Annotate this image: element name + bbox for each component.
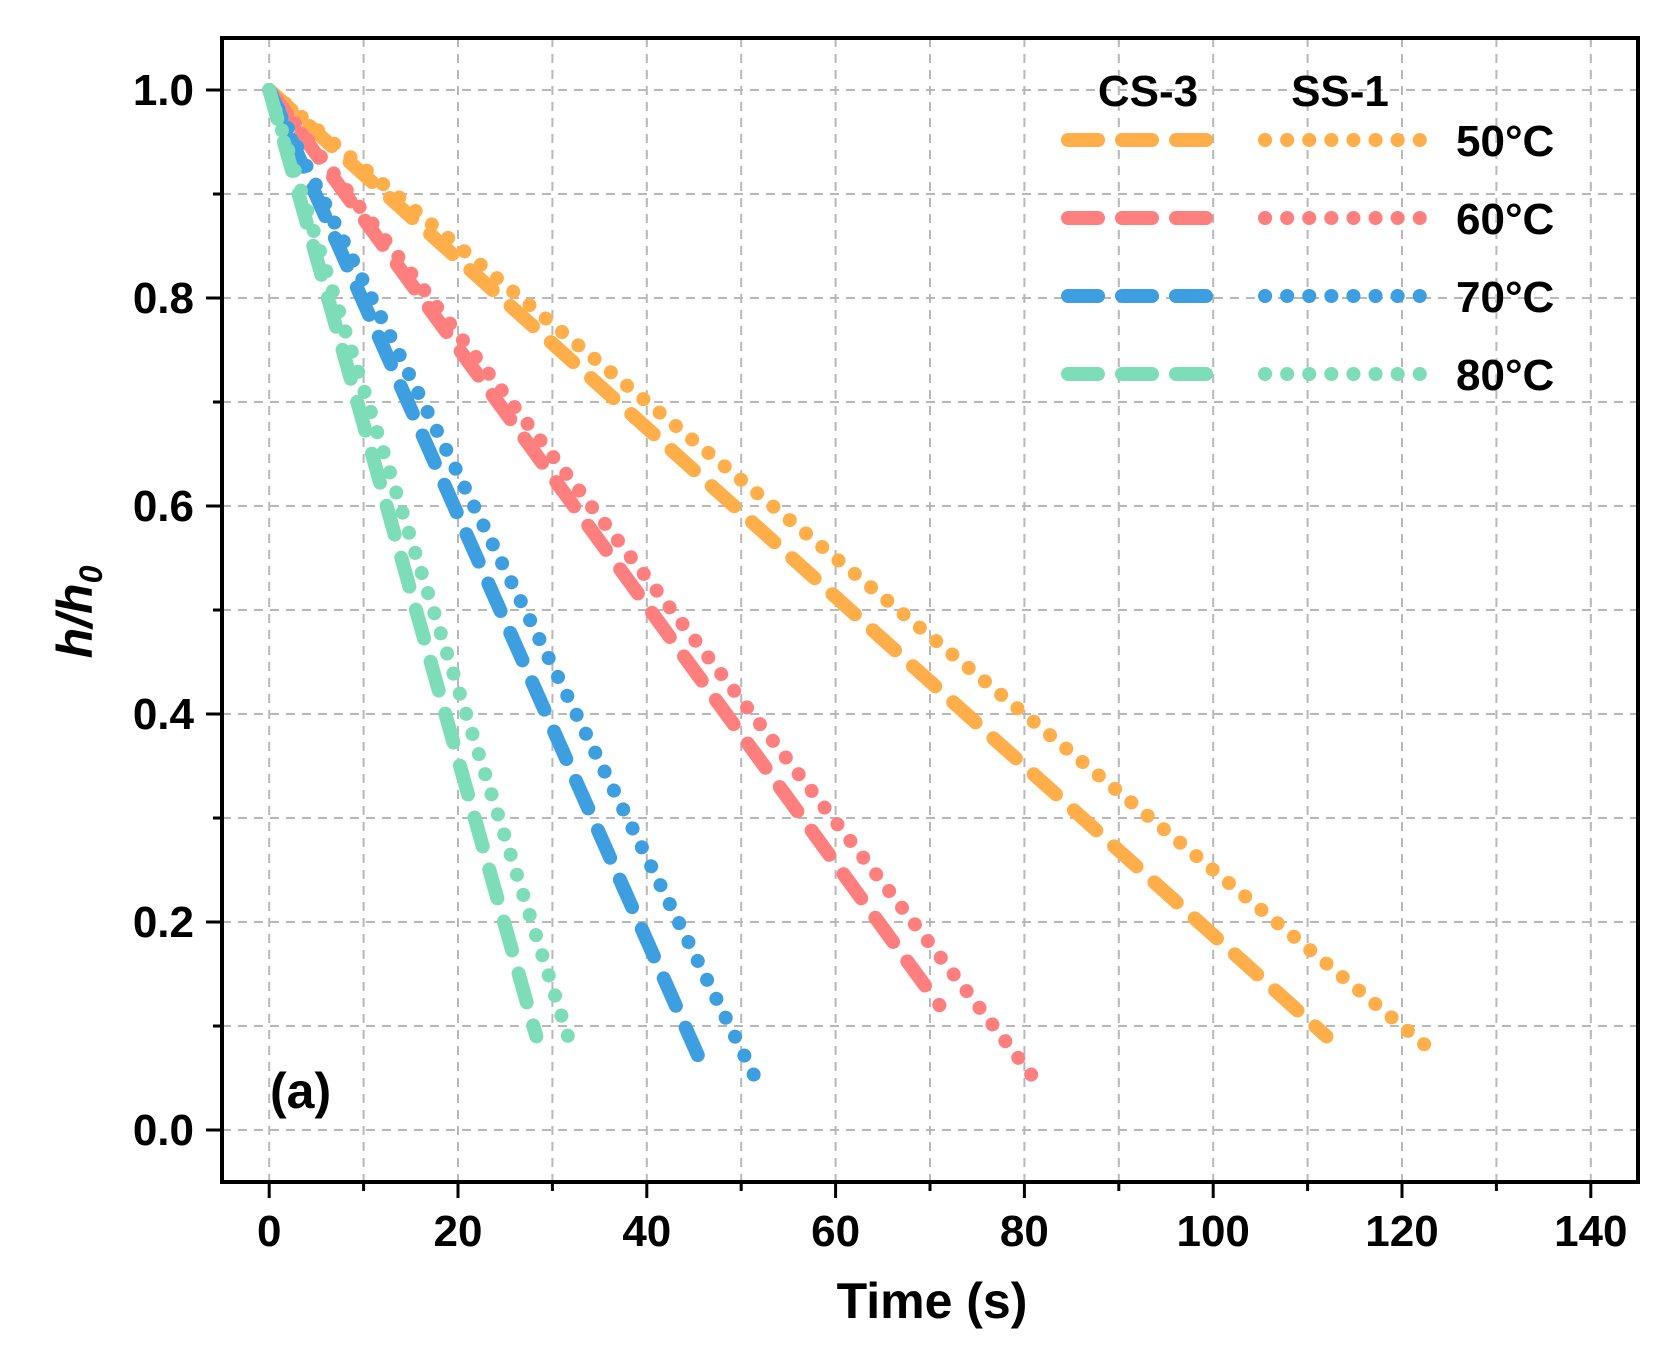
x-tick-label: 20 <box>434 1207 483 1256</box>
legend-label: 60°C <box>1456 195 1554 244</box>
series-line <box>262 83 1334 1044</box>
y-tick-label: 0.0 <box>133 1106 194 1155</box>
x-tick-label: 0 <box>257 1207 281 1256</box>
x-tick-label: 40 <box>622 1207 671 1256</box>
x-tick-label: 80 <box>1000 1207 1049 1256</box>
tick-labels: 0 20 40 60 80 100 120 140 0.0 0.2 0.4 0.6 0.8 1.0 <box>133 66 1628 1256</box>
y-axis-title-subscript: 0 <box>73 565 109 583</box>
series-line <box>262 83 544 1044</box>
legend-label: 50°C <box>1456 117 1554 166</box>
legend-label: 80°C <box>1456 351 1554 400</box>
y-tick-label: 1.0 <box>133 66 194 115</box>
series-line <box>262 83 1447 1065</box>
grid <box>222 38 1638 1182</box>
y-axis-title-main: h/h <box>47 583 103 658</box>
y-axis-title: h/h0 <box>47 565 109 658</box>
x-axis-title: Time (s) <box>837 1273 1028 1329</box>
series-line <box>262 83 1041 1085</box>
series-line <box>262 83 706 1065</box>
x-tick-label: 60 <box>811 1207 860 1256</box>
axis-ticks <box>206 88 1593 1198</box>
legend-header-ss1: SS-1 <box>1291 67 1389 116</box>
x-tick-label: 100 <box>1176 1207 1249 1256</box>
y-tick-label: 0.2 <box>133 898 194 947</box>
legend-header-cs3: CS-3 <box>1098 67 1198 116</box>
y-tick-label: 0.6 <box>133 482 194 531</box>
y-tick-label: 0.4 <box>133 690 195 739</box>
x-tick-label: 140 <box>1554 1207 1627 1256</box>
y-tick-label: 0.8 <box>133 274 194 323</box>
series-line <box>262 83 763 1085</box>
legend: CS-3 SS-1 50°C 60°C 70°C 80°C <box>1061 67 1554 400</box>
x-tick-label: 120 <box>1365 1207 1438 1256</box>
series-line <box>262 83 579 1054</box>
legend-label: 70°C <box>1456 273 1554 322</box>
panel-label: (a) <box>270 1063 331 1119</box>
series-group <box>262 83 1447 1085</box>
